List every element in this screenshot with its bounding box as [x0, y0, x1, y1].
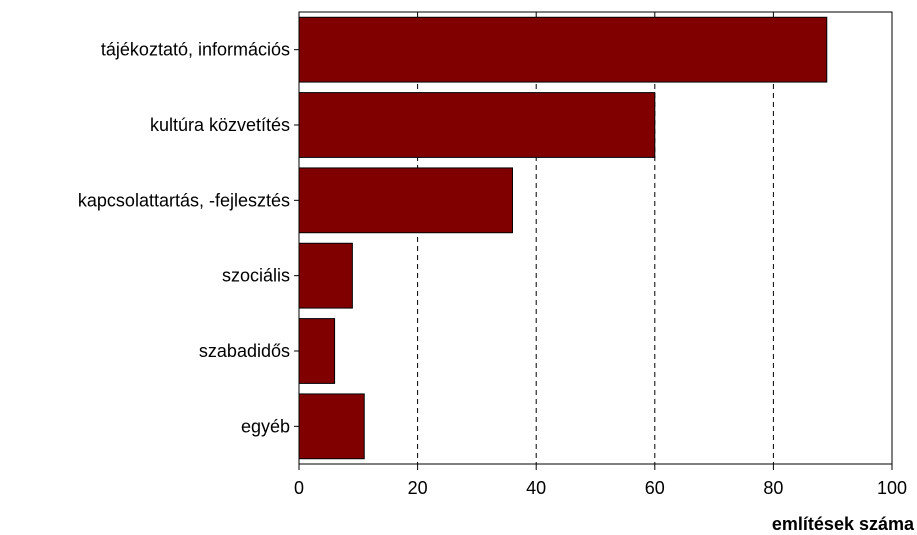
bar [298, 16, 828, 83]
bar [298, 318, 336, 384]
grid-lines [417, 12, 774, 464]
category-label: kapcsolattartás, -fejlesztés [78, 190, 290, 210]
x-tick-label: 60 [645, 478, 665, 498]
x-axis-title: említések száma [772, 514, 915, 534]
bar [298, 92, 656, 158]
x-tick-label: 40 [526, 478, 546, 498]
x-axis-ticks: 0 20 40 60 80 100 [294, 464, 907, 498]
category-label: tájékoztató, információs [101, 40, 290, 60]
x-tick-label: 20 [408, 478, 428, 498]
category-label: szabadidős [199, 341, 290, 361]
x-tick-label: 100 [877, 478, 907, 498]
category-label: kultúra közvetítés [150, 115, 290, 135]
category-labels: tájékoztató, információs kultúra közvetít… [78, 40, 299, 436]
bar [298, 167, 513, 234]
bar [298, 242, 353, 309]
bars [298, 16, 828, 460]
x-tick-label: 0 [294, 478, 304, 498]
plot-area [298, 11, 893, 465]
category-label: szociális [222, 266, 290, 286]
category-label: egyéb [241, 416, 290, 436]
bar [298, 393, 365, 460]
x-tick-label: 80 [763, 478, 783, 498]
